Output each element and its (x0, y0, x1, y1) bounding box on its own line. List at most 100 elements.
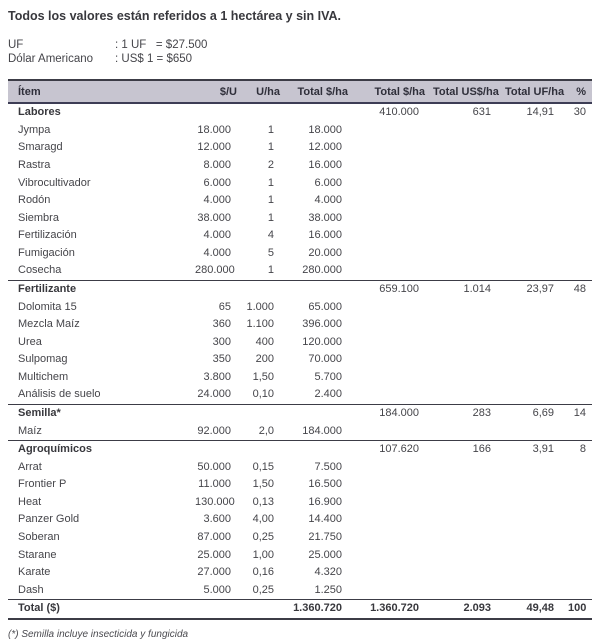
value-cell (429, 262, 501, 280)
value-cell (429, 386, 501, 404)
value-cell (241, 440, 284, 458)
value-cell (429, 459, 501, 477)
table-header: Ítem $/U U/ha Total $/ha Total $/ha Tota… (8, 80, 592, 104)
value-cell (429, 511, 501, 529)
value-cell: 120.000 (302, 335, 342, 348)
value-cell (564, 546, 592, 564)
value-cell (429, 122, 501, 140)
item-cell: Total ($) (18, 602, 60, 615)
value-cell (352, 174, 429, 192)
exchange-label: Dólar Americano (8, 52, 94, 65)
value-cell: 396.000 (302, 318, 342, 331)
value-cell (564, 245, 592, 263)
value-cell (352, 334, 429, 352)
value-cell: 350 (212, 353, 231, 366)
column-header-total-uf-ha: Total UF/ha (501, 80, 564, 104)
value-cell (352, 139, 429, 157)
table-row: Fertilización 4.000 4 16.000 (8, 227, 592, 245)
value-cell (429, 369, 501, 387)
value-cell: 7.500 (314, 460, 342, 473)
value-cell (564, 459, 592, 477)
value-cell (564, 157, 592, 175)
value-cell (352, 316, 429, 334)
value-cell (501, 245, 564, 263)
value-cell: 4.000 (203, 194, 231, 207)
exchange-label: UF (8, 39, 24, 51)
value-cell: 1 (267, 194, 274, 207)
value-cell (564, 174, 592, 192)
value-cell: 11.000 (198, 478, 231, 491)
value-cell: 12.000 (308, 141, 342, 154)
value-cell: 38.000 (197, 211, 231, 224)
value-cell (352, 369, 429, 387)
value-cell: 1 (267, 123, 274, 136)
item-cell: Dolomita 15 (18, 300, 77, 313)
table-row: Arrat 50.000 0,15 7.500 (8, 459, 592, 477)
table-row: Dolomita 15 65 1.000 65.000 (8, 298, 592, 316)
value-cell (191, 103, 241, 122)
value-cell (564, 334, 592, 352)
value-cell (564, 582, 592, 600)
value-cell: 18.000 (197, 123, 231, 136)
value-cell: 50.000 (197, 460, 231, 473)
value-cell (429, 157, 501, 175)
value-cell (352, 157, 429, 175)
value-cell: 0,13 (252, 495, 274, 508)
value-cell: 100 (568, 602, 587, 615)
value-cell (501, 494, 564, 512)
exchange-value: : 1 UF = $27.500 (115, 39, 208, 51)
value-cell: 6.000 (203, 176, 231, 189)
value-cell: 70.000 (308, 353, 342, 366)
value-cell (564, 511, 592, 529)
section-row: Semilla* 184.000 283 6,69 14 (8, 404, 592, 422)
column-header-unit-price: $/U (191, 80, 241, 104)
value-cell (429, 351, 501, 369)
value-cell: 25.000 (308, 548, 342, 561)
item-cell: Starane (18, 548, 57, 561)
value-cell (429, 139, 501, 157)
table-row: Frontier P 11.000 1,50 16.500 (8, 476, 592, 494)
value-cell (501, 316, 564, 334)
value-cell: 1,00 (252, 548, 274, 561)
value-cell (501, 459, 564, 477)
value-cell (352, 298, 429, 316)
value-cell (501, 174, 564, 192)
section-row: Fertilizante 659.100 1.014 23,97 48 (8, 280, 592, 298)
item-cell: Frontier P (18, 478, 67, 491)
value-cell: 5.700 (314, 370, 342, 383)
value-cell: 16.500 (308, 478, 342, 491)
value-cell (191, 600, 241, 619)
value-cell: 25.000 (197, 548, 231, 561)
item-cell: Labores (18, 106, 61, 119)
item-cell: Fumigación (18, 246, 75, 259)
value-cell (352, 245, 429, 263)
value-cell: 20.000 (308, 246, 342, 259)
value-cell: 1,50 (252, 370, 274, 383)
value-cell: 659.100 (379, 282, 419, 295)
value-cell (501, 139, 564, 157)
value-cell (352, 386, 429, 404)
table-row: Cosecha 280.000 1 280.000 (8, 262, 592, 280)
page-title: Todos los valores están referidos a 1 he… (8, 9, 342, 23)
value-cell (352, 351, 429, 369)
value-cell (429, 546, 501, 564)
column-header-total-clp-ha-2: Total $/ha (352, 80, 429, 104)
table-row: Dash 5.000 0,25 1.250 (8, 582, 592, 600)
value-cell: 92.000 (197, 424, 231, 437)
item-cell: Vibrocultivador (18, 176, 91, 189)
value-cell: 14.400 (308, 513, 342, 526)
value-cell: 12.000 (197, 141, 231, 154)
item-cell: Sulpomag (18, 353, 68, 366)
table-row: Smaragd 12.000 1 12.000 (8, 139, 592, 157)
table-row: Starane 25.000 1,00 25.000 (8, 546, 592, 564)
value-cell: 360 (212, 318, 231, 331)
item-cell: Soberan (18, 531, 60, 544)
value-cell (501, 192, 564, 210)
value-cell: 2.400 (314, 388, 342, 401)
value-cell (501, 122, 564, 140)
value-cell: 4 (267, 229, 274, 242)
value-cell: 0,15 (252, 460, 274, 473)
value-cell: 1.014 (463, 282, 491, 295)
item-cell: Maíz (18, 424, 42, 437)
value-cell (564, 316, 592, 334)
